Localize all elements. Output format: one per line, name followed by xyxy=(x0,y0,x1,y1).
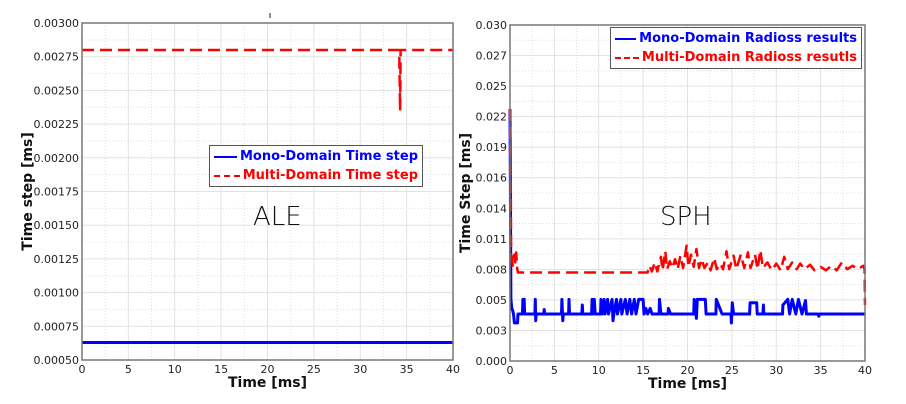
x-tick-label: 35 xyxy=(400,363,414,376)
x-tick-label: 25 xyxy=(307,363,321,376)
legend-label: Multi-Domain Radioss resutls xyxy=(641,50,857,65)
y-tick-label: 0.00075 xyxy=(34,320,80,333)
y-axis-label: Time Step [ms] xyxy=(458,133,474,253)
legend-swatch-solid xyxy=(214,155,237,158)
y-tick-label: 0.014 xyxy=(476,202,508,215)
y-axis-label: Time step [ms] xyxy=(20,132,36,250)
x-tick-label: 20 xyxy=(261,363,275,376)
legend-entry-multi: Multi-Domain Radioss resutls xyxy=(615,48,857,67)
y-tick-label: 0.00100 xyxy=(34,287,80,300)
x-axis-label: Time [ms] xyxy=(648,376,727,392)
x-tick-label: 20 xyxy=(681,364,695,377)
y-tick-label: 0.003 xyxy=(476,324,508,337)
x-tick-label: 5 xyxy=(551,364,558,377)
series-line-mono xyxy=(508,108,865,325)
x-tick-label: 10 xyxy=(168,363,182,376)
y-tick-label: 0.025 xyxy=(476,80,508,93)
y-tick-label: 0.019 xyxy=(476,141,508,154)
x-tick-label: 15 xyxy=(214,363,228,376)
plot-frame xyxy=(81,22,454,361)
sph-annotation: SPH xyxy=(660,202,712,232)
legend-label: Mono-Domain Radioss results xyxy=(639,31,857,46)
y-tick-label: 0.00150 xyxy=(34,219,80,232)
ale-legend: Mono-Domain Time step Multi-Domain Time … xyxy=(209,145,423,187)
legend-swatch-dashed xyxy=(615,56,639,59)
y-tick-label: 0.00125 xyxy=(34,253,80,266)
y-tick-label: 0.00250 xyxy=(34,84,80,97)
y-tick-label: 0.005 xyxy=(476,294,508,307)
legend-label: Mono-Domain Time step xyxy=(239,149,418,164)
y-tick-label: 0.008 xyxy=(476,263,508,276)
y-tick-label: 0.00050 xyxy=(34,354,80,367)
x-tick-label: 40 xyxy=(446,363,460,376)
x-tick-label: 30 xyxy=(769,364,783,377)
y-tick-label: 0.00300 xyxy=(34,17,80,30)
x-tick-label: 40 xyxy=(858,364,872,377)
y-tick-label: 0.00275 xyxy=(34,51,80,64)
x-tick-label: 35 xyxy=(814,364,828,377)
legend-swatch-dashed xyxy=(214,174,240,177)
legend-entry-multi: Multi-Domain Time step xyxy=(214,166,418,185)
x-axis-label: Time [ms] xyxy=(228,375,307,391)
y-tick-label: 0.011 xyxy=(476,233,508,246)
y-tick-label: 0.000 xyxy=(476,355,508,368)
x-tick-label: 15 xyxy=(636,364,650,377)
y-tick-label: 0.00200 xyxy=(34,152,80,165)
y-tick-label: 0.00175 xyxy=(34,186,80,199)
y-tick-label: 0.016 xyxy=(476,172,508,185)
plot-frame xyxy=(509,24,866,362)
x-tick-label: 10 xyxy=(592,364,606,377)
x-tick-label: 25 xyxy=(725,364,739,377)
series-line-multi xyxy=(508,108,867,306)
y-tick-label: 0.030 xyxy=(476,19,508,32)
legend-swatch-solid xyxy=(615,37,637,40)
legend-label: Multi-Domain Time step xyxy=(242,168,418,183)
legend-entry-mono: Mono-Domain Time step xyxy=(214,147,418,166)
x-tick-label: 5 xyxy=(125,363,132,376)
y-tick-label: 0.027 xyxy=(476,50,508,63)
y-tick-label: 0.00225 xyxy=(34,118,80,131)
series-line-multi xyxy=(82,48,453,112)
x-tick-label: 0 xyxy=(79,363,86,376)
y-tick-label: 0.022 xyxy=(476,111,508,124)
x-tick-label: 0 xyxy=(507,364,514,377)
x-tick-label: 30 xyxy=(353,363,367,376)
ale-annotation: ALE xyxy=(253,202,302,232)
legend-entry-mono: Mono-Domain Radioss results xyxy=(615,29,857,48)
sph-legend: Mono-Domain Radioss results Multi-Domain… xyxy=(610,27,862,69)
